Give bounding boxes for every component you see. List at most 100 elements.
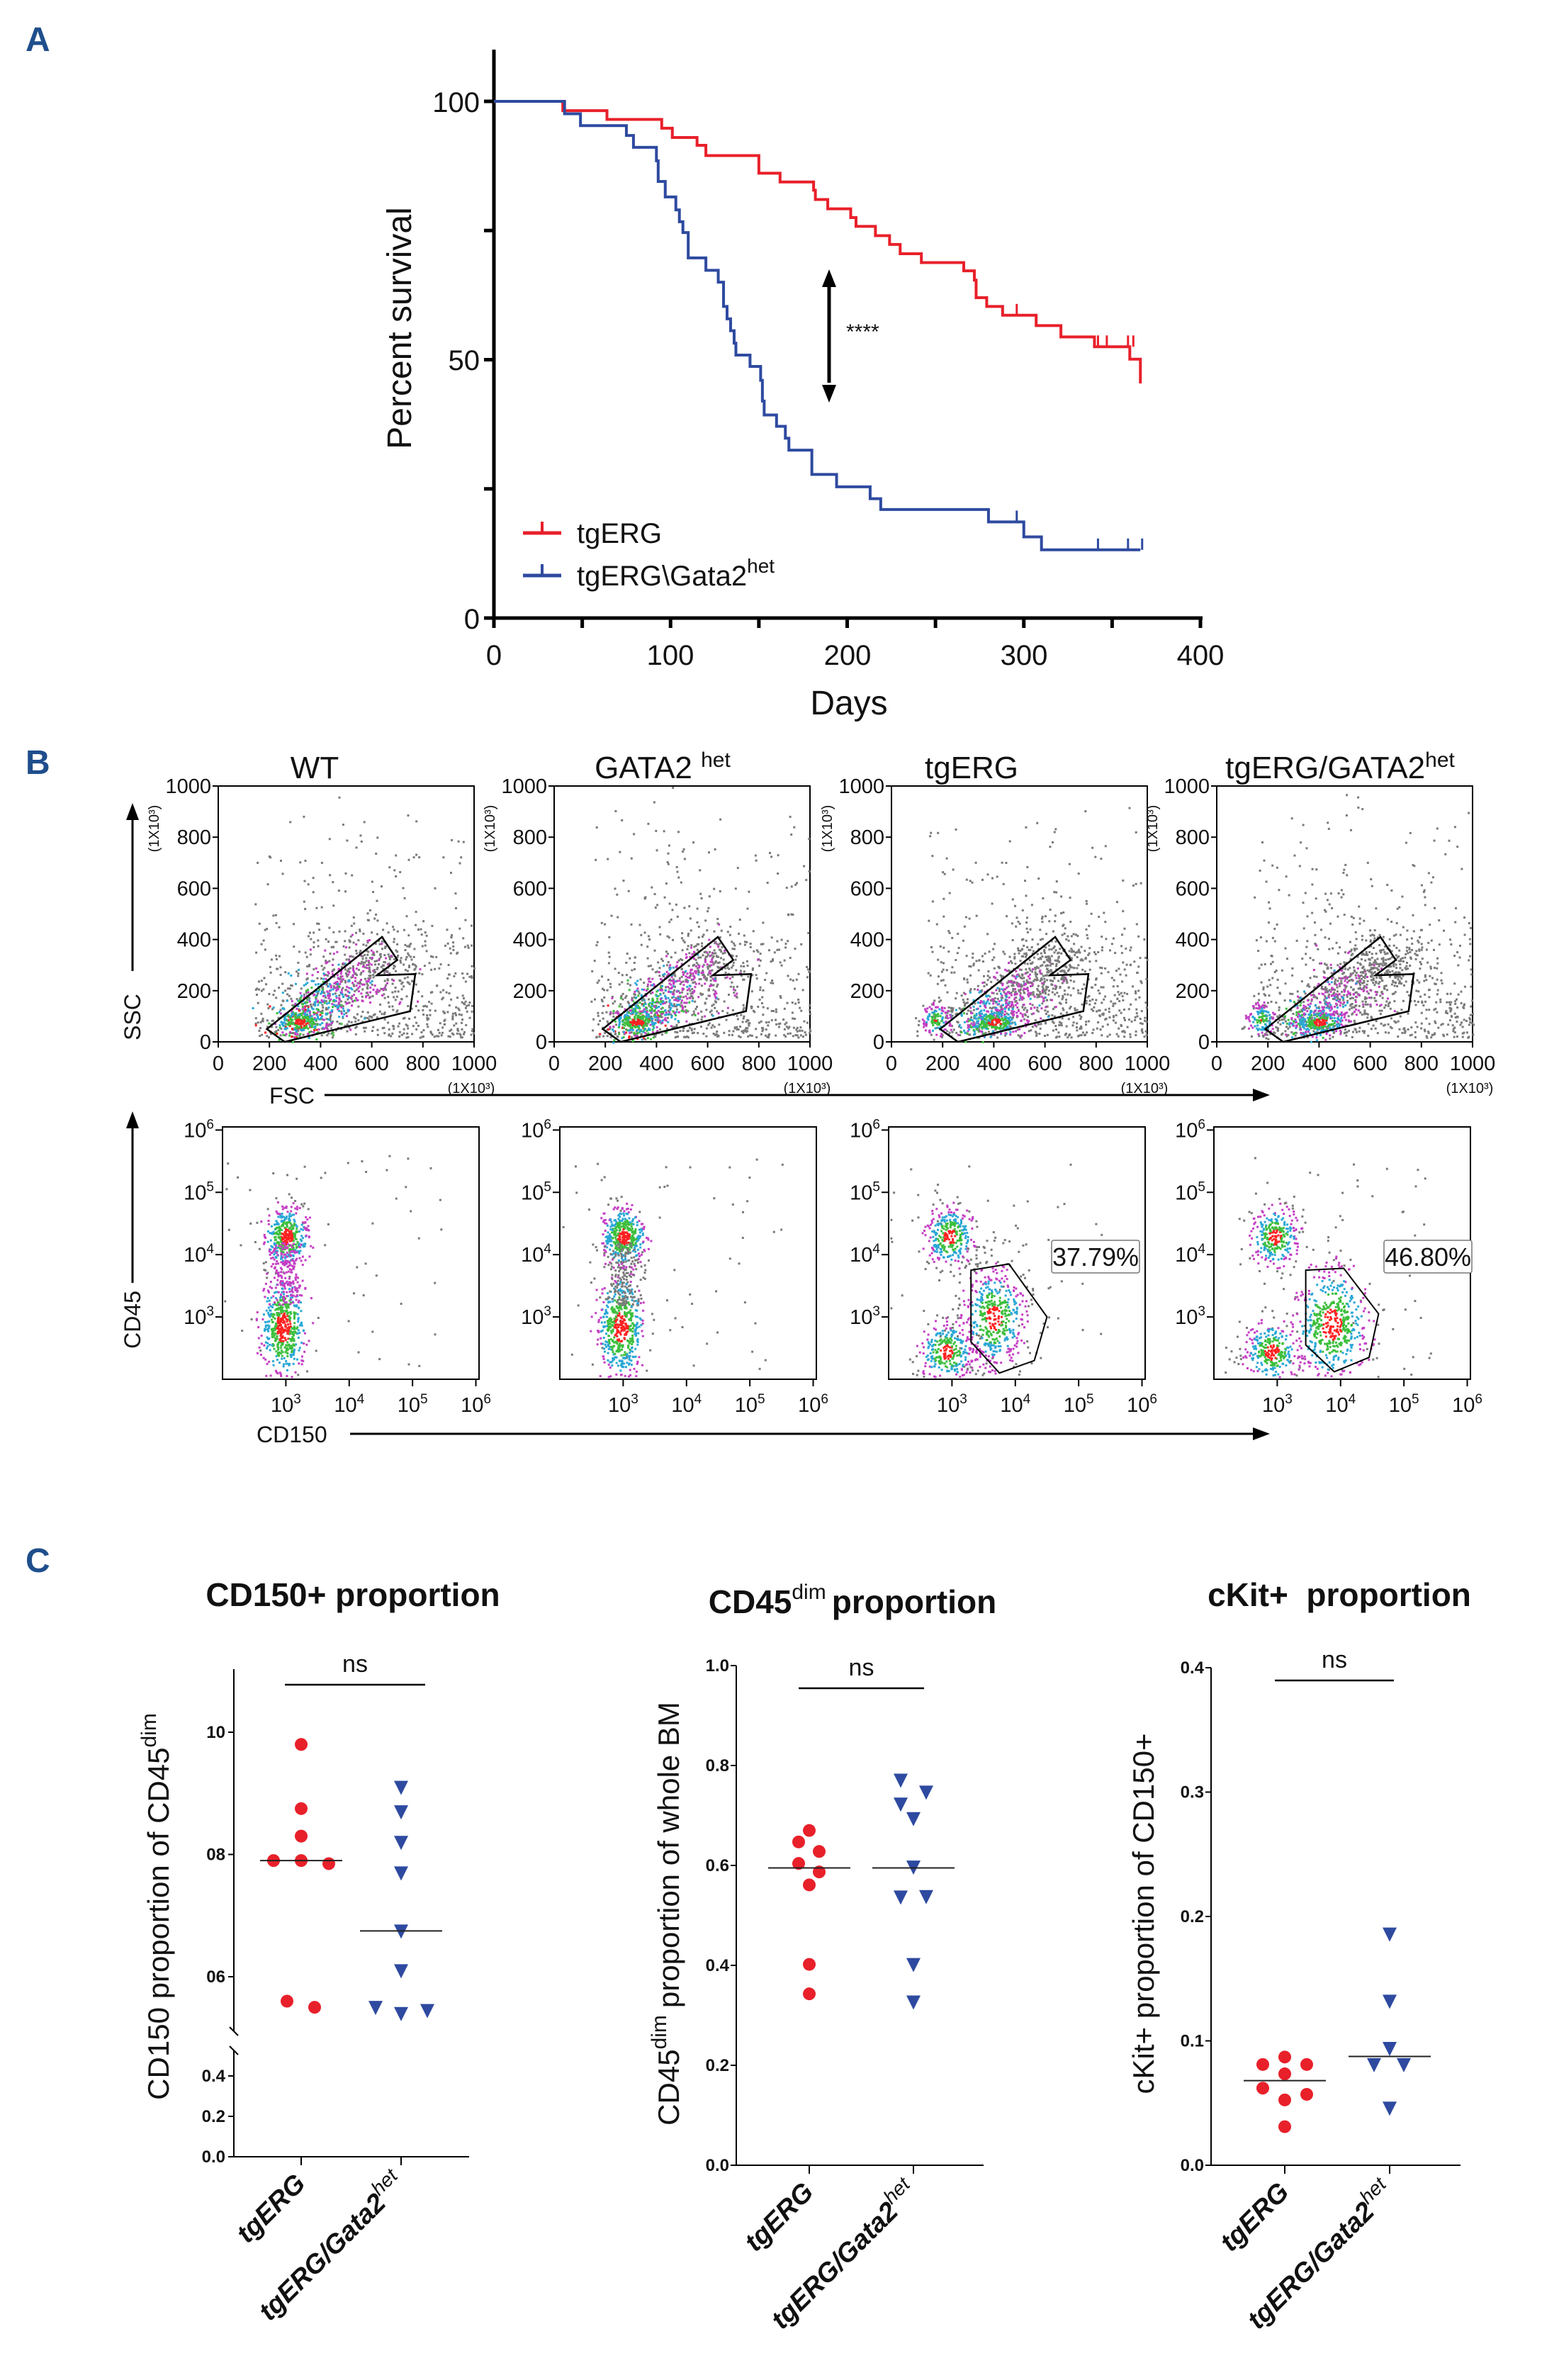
event-dot (626, 1235, 629, 1238)
event-dot (270, 1328, 273, 1331)
event-dot (376, 933, 378, 936)
event-dot (280, 1245, 283, 1248)
event-dot (743, 943, 746, 946)
event-dot (760, 1033, 762, 1035)
event-dot (805, 879, 808, 882)
event-dot (371, 1330, 374, 1333)
event-dot (691, 1014, 694, 1016)
event-dot (430, 968, 433, 971)
event-dot (291, 1035, 293, 1038)
event-dot (286, 1243, 289, 1246)
event-dot (603, 1249, 606, 1252)
event-dot (663, 1186, 666, 1188)
event-dot (449, 1030, 451, 1033)
event-dot (368, 966, 371, 969)
event-dot (282, 1321, 284, 1324)
event-dot (717, 1012, 720, 1015)
event-dot (256, 994, 258, 996)
event-dot (624, 1226, 626, 1228)
event-dot (655, 1000, 658, 1003)
event-dot (303, 815, 305, 818)
event-dot (667, 953, 669, 955)
plot-frame (222, 1126, 480, 1380)
event-dot (331, 973, 334, 976)
event-dot (285, 1237, 288, 1240)
event-dot (637, 1238, 640, 1241)
event-dot (336, 950, 339, 953)
event-dot (597, 1318, 600, 1321)
event-dot (420, 928, 422, 931)
event-dot (646, 985, 649, 988)
event-dot (313, 1026, 315, 1028)
event-dot (369, 982, 372, 984)
event-dot (657, 1014, 660, 1017)
event-dot (379, 955, 382, 958)
event-dot (224, 1300, 227, 1303)
event-dot (714, 977, 716, 980)
event-dot (649, 1019, 652, 1022)
event-dot (710, 976, 713, 979)
event-dot (661, 1021, 664, 1024)
event-dot (612, 1041, 615, 1044)
event-dot (809, 1028, 811, 1031)
event-dot (706, 1342, 709, 1345)
event-dot (460, 856, 463, 859)
event-dot (308, 1012, 311, 1015)
event-dot (726, 1011, 729, 1014)
event-dot (344, 1024, 347, 1027)
event-dot (638, 1211, 641, 1213)
event-dot (350, 1021, 353, 1023)
event-dot (289, 1250, 292, 1253)
event-dot (739, 972, 741, 975)
event-dot (269, 965, 271, 968)
event-dot (398, 1031, 401, 1033)
event-dot (285, 1362, 288, 1365)
event-dot (610, 1332, 613, 1335)
event-dot (612, 1002, 614, 1005)
event-dot (658, 1015, 661, 1018)
event-dot (337, 987, 339, 989)
event-dot (237, 1176, 239, 1179)
event-dot (612, 1328, 614, 1331)
event-dot (376, 1016, 378, 1019)
event-dot (660, 958, 663, 960)
event-dot (466, 944, 469, 947)
event-dot (690, 1029, 693, 1032)
event-dot (298, 1362, 300, 1365)
event-dot (357, 990, 360, 993)
event-dot (656, 970, 658, 973)
event-dot (295, 1027, 298, 1029)
event-dot (635, 1375, 638, 1378)
event-dot (710, 1026, 713, 1029)
event-dot (599, 1033, 602, 1035)
event-dot (362, 943, 365, 946)
event-dot (712, 963, 715, 966)
event-dot (267, 1306, 270, 1309)
title-sup: het (701, 748, 731, 772)
event-dot (309, 948, 312, 951)
event-dot (313, 979, 315, 982)
event-dot (631, 1023, 634, 1026)
event-dot (296, 998, 298, 1001)
event-dot (264, 1236, 267, 1239)
event-dot (622, 1225, 624, 1228)
event-dot (290, 1215, 293, 1218)
event-dot (290, 1254, 293, 1257)
event-dot (323, 999, 326, 1002)
event-dot (331, 964, 334, 966)
event-dot (708, 938, 711, 941)
event-dot (750, 1006, 753, 1009)
event-dot (471, 1010, 473, 1013)
event-dot (629, 1337, 631, 1340)
event-dot (288, 1275, 291, 1278)
event-dot (600, 999, 603, 1001)
event-dot (711, 977, 714, 980)
event-dot (292, 1354, 295, 1357)
y-tick-label: 106 (184, 1117, 214, 1142)
event-dot (633, 1021, 636, 1024)
event-dot (636, 1343, 639, 1346)
event-dot (643, 931, 646, 934)
event-dot (302, 1237, 304, 1240)
event-dot (355, 931, 357, 934)
event-dot (255, 1319, 258, 1322)
